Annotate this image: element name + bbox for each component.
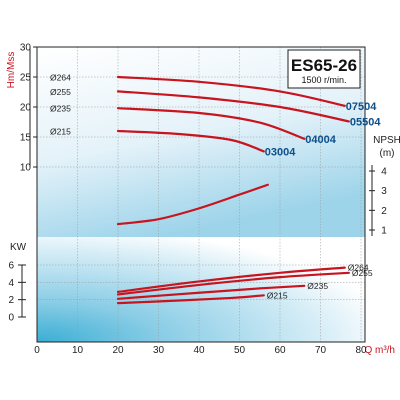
power-impeller-label: Ø235 — [307, 281, 328, 291]
head-curve — [116, 129, 265, 153]
head-tick-label: 25 — [20, 73, 32, 84]
head-tick-label: 30 — [20, 43, 32, 54]
x-axis-label: Q m³/h — [364, 345, 395, 356]
x-tick-label: 20 — [112, 345, 124, 356]
npsh-tick-label: 2 — [381, 206, 387, 217]
power-tick-label: 0 — [8, 313, 14, 324]
head-model-code-label: 03004 — [265, 146, 296, 158]
power-axis-label: KW — [10, 242, 27, 253]
curve-labels: Ø264 07504 Ø255 05504 Ø235 04004 Ø215 03004 Ø264… — [50, 73, 381, 301]
head-tick-label: 10 — [20, 163, 32, 174]
power-impeller-label: Ø264 — [348, 263, 369, 273]
power-curve — [116, 294, 265, 305]
x-tick-label: 10 — [72, 345, 84, 356]
head-tick-label: 15 — [20, 133, 32, 144]
model-title: ES65-26 — [291, 56, 357, 75]
power-curve — [116, 266, 346, 293]
power-impeller-label: Ø255 — [352, 268, 373, 278]
power-tick-label: 2 — [8, 295, 14, 306]
npsh-tick-label: 1 — [381, 226, 387, 237]
head-impeller-label: Ø264 — [50, 73, 71, 83]
power-tick-label: 4 — [8, 278, 14, 289]
head-impeller-label: Ø255 — [50, 87, 71, 97]
power-curve — [116, 284, 306, 300]
head-curve — [116, 107, 306, 140]
head-model-code-label: 05504 — [350, 116, 381, 128]
plot-frame — [36, 46, 366, 343]
x-tick-label: 80 — [355, 345, 367, 356]
power-impeller-label: Ø215 — [267, 290, 288, 300]
head-model-code-label: 07504 — [346, 101, 377, 113]
head-curve — [116, 90, 350, 123]
npsh-tick-label: 4 — [381, 167, 387, 178]
power-tick-label: 6 — [8, 261, 14, 272]
head-axis-label: Hm/Mss — [6, 52, 17, 89]
plot-border — [36, 46, 366, 343]
head-tick-label: 20 — [20, 103, 32, 114]
head-impeller-label: Ø215 — [50, 127, 71, 137]
head-curve — [116, 75, 346, 107]
x-tick-label: 60 — [274, 345, 286, 356]
x-tick-label: 70 — [315, 345, 327, 356]
model-box: ES65-26 1500 r/min. — [287, 49, 361, 89]
npsh-axis-unit: (m) — [380, 148, 395, 159]
model-box-border — [287, 49, 361, 89]
npsh-tick-label: 3 — [381, 186, 387, 197]
x-tick-label: 0 — [34, 345, 40, 356]
curves — [116, 75, 350, 305]
power-curve — [116, 271, 350, 296]
x-tick-label: 30 — [153, 345, 165, 356]
model-speed: 1500 r/min. — [301, 75, 346, 85]
head-model-code-label: 04004 — [305, 134, 336, 146]
lower-plot-area — [37, 237, 365, 342]
x-tick-label: 40 — [193, 345, 205, 356]
npsh-curve — [116, 183, 269, 226]
x-tick-label: 50 — [234, 345, 246, 356]
head-impeller-label: Ø235 — [50, 104, 71, 114]
npsh-axis-label: NPSH — [373, 135, 400, 146]
